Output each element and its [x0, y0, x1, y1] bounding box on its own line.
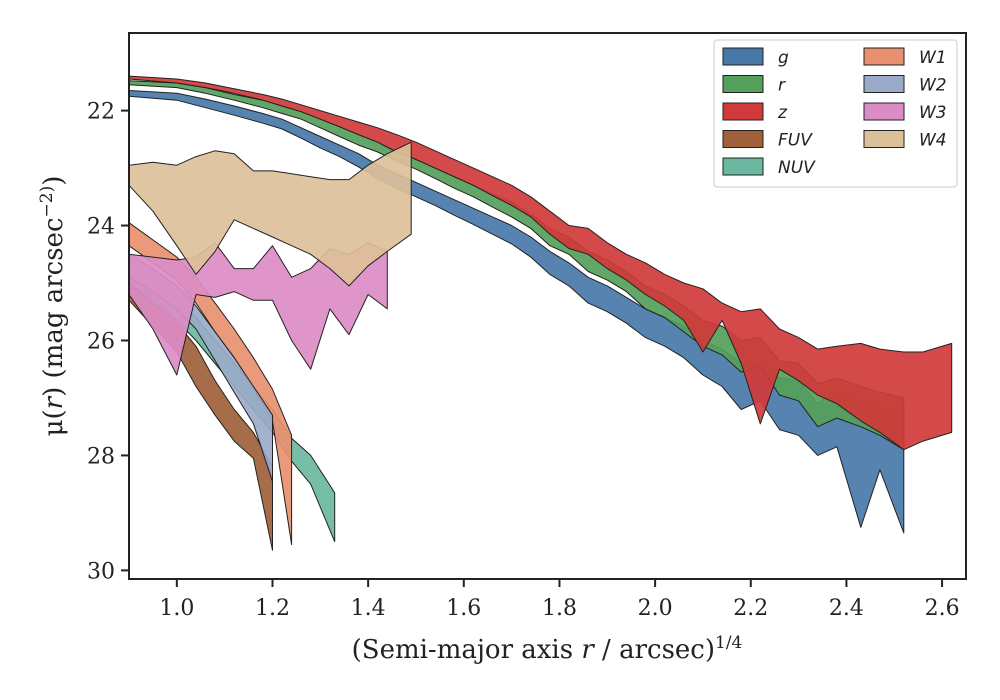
legend-label-g: g — [778, 48, 789, 68]
band-w4 — [129, 141, 412, 287]
x-tick-label: 2.4 — [829, 596, 864, 621]
legend-label-w4: W4 — [919, 131, 947, 151]
legend-swatch-nuv — [722, 157, 764, 176]
legend-label-w1: W1 — [919, 48, 947, 68]
x-tick-label: 1.4 — [351, 596, 386, 621]
legend-swatch-g — [722, 47, 764, 66]
legend-label-z: z — [777, 103, 788, 123]
legend-swatch-w2 — [863, 75, 905, 93]
legend-label-r: r — [778, 76, 786, 96]
legend-label-w2: W2 — [919, 76, 947, 96]
y-tick-label: 26 — [87, 329, 115, 354]
legend-swatch-w1 — [863, 47, 905, 66]
plot-frame — [128, 32, 967, 580]
y-tick-label: 30 — [87, 559, 115, 584]
x-tick-label: 1.0 — [159, 596, 194, 621]
legend-swatch-w3 — [863, 102, 905, 121]
profile-bands — [129, 75, 953, 551]
x-tick-label: 2.2 — [733, 596, 768, 621]
x-tick-label: 2.0 — [638, 596, 673, 621]
x-tick-label: 1.2 — [255, 596, 290, 621]
legend-swatch-w4 — [863, 130, 905, 148]
x-axis-ticks: 1.0 1.2 1.4 1.6 1.8 2.0 2.2 2.4 2.6 — [159, 579, 960, 621]
legend: grz FUV NUV W1 W2 W3 W4 — [713, 39, 958, 188]
band-w3 — [129, 242, 388, 376]
legend-label-w3: W3 — [919, 103, 947, 123]
legend-label-nuv: NUV — [778, 158, 816, 178]
y-tick-label: 28 — [87, 444, 115, 469]
legend-swatch-r — [722, 75, 764, 93]
y-axis-ticks: 22 24 26 28 30 — [87, 100, 129, 584]
x-tick-label: 1.6 — [446, 596, 481, 621]
legend-swatch-fuv — [722, 130, 764, 148]
y-axis-title: μ(r) (mag arcsec−2)) — [37, 176, 69, 437]
band-z — [129, 75, 953, 451]
legend-label-fuv: FUV — [778, 131, 813, 151]
y-tick-label: 24 — [87, 215, 115, 240]
x-tick-label: 2.6 — [925, 596, 960, 621]
x-axis-title: (Semi-major axis r / arcsec)1/4 — [352, 633, 743, 665]
legend-swatch-z — [722, 102, 764, 121]
x-tick-label: 1.8 — [542, 596, 577, 621]
y-tick-label: 22 — [87, 100, 115, 125]
